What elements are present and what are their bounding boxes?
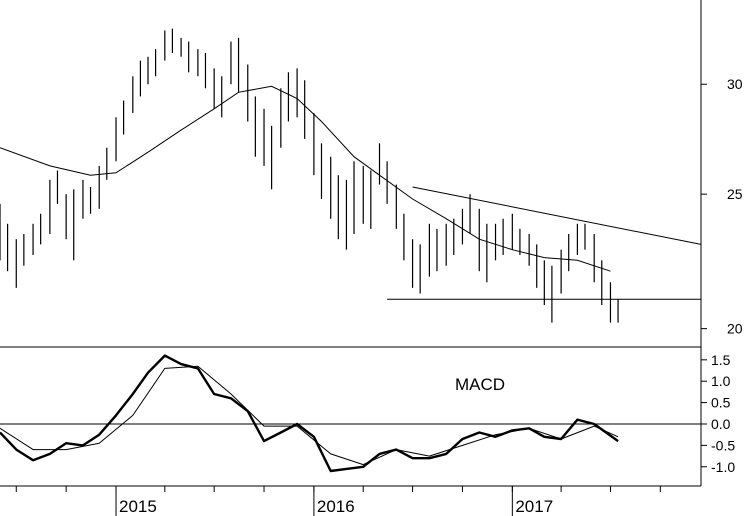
macd-tick-label: 1.0 [711, 373, 731, 389]
macd-tick-label: 0.0 [711, 416, 731, 432]
year-label: 2017 [515, 497, 553, 516]
macd-line [0, 354, 619, 473]
macd-panel: -1.0 -0.5 0.0 0.5 1.0 1.5 [0, 352, 735, 475]
macd-label: MACD [455, 375, 505, 394]
price-tick-label: 20 [727, 321, 743, 337]
year-label: 2016 [317, 497, 355, 516]
price-tick-label: 30 [727, 76, 743, 92]
macd-tick-label: -1.0 [711, 459, 735, 475]
macd-tick-label: -0.5 [711, 437, 735, 453]
macd-tick-label: 0.5 [711, 395, 731, 411]
resistance-trendline [412, 186, 702, 245]
signal-line [0, 365, 619, 466]
chart-frame: 2015 2016 2017 [0, 0, 702, 516]
year-label: 2015 [119, 497, 157, 516]
macd-tick-label: 1.5 [711, 352, 731, 368]
price-tick-label: 25 [727, 186, 743, 202]
price-panel: 20 25 30 [0, 28, 743, 337]
moving-average-line [0, 85, 611, 272]
